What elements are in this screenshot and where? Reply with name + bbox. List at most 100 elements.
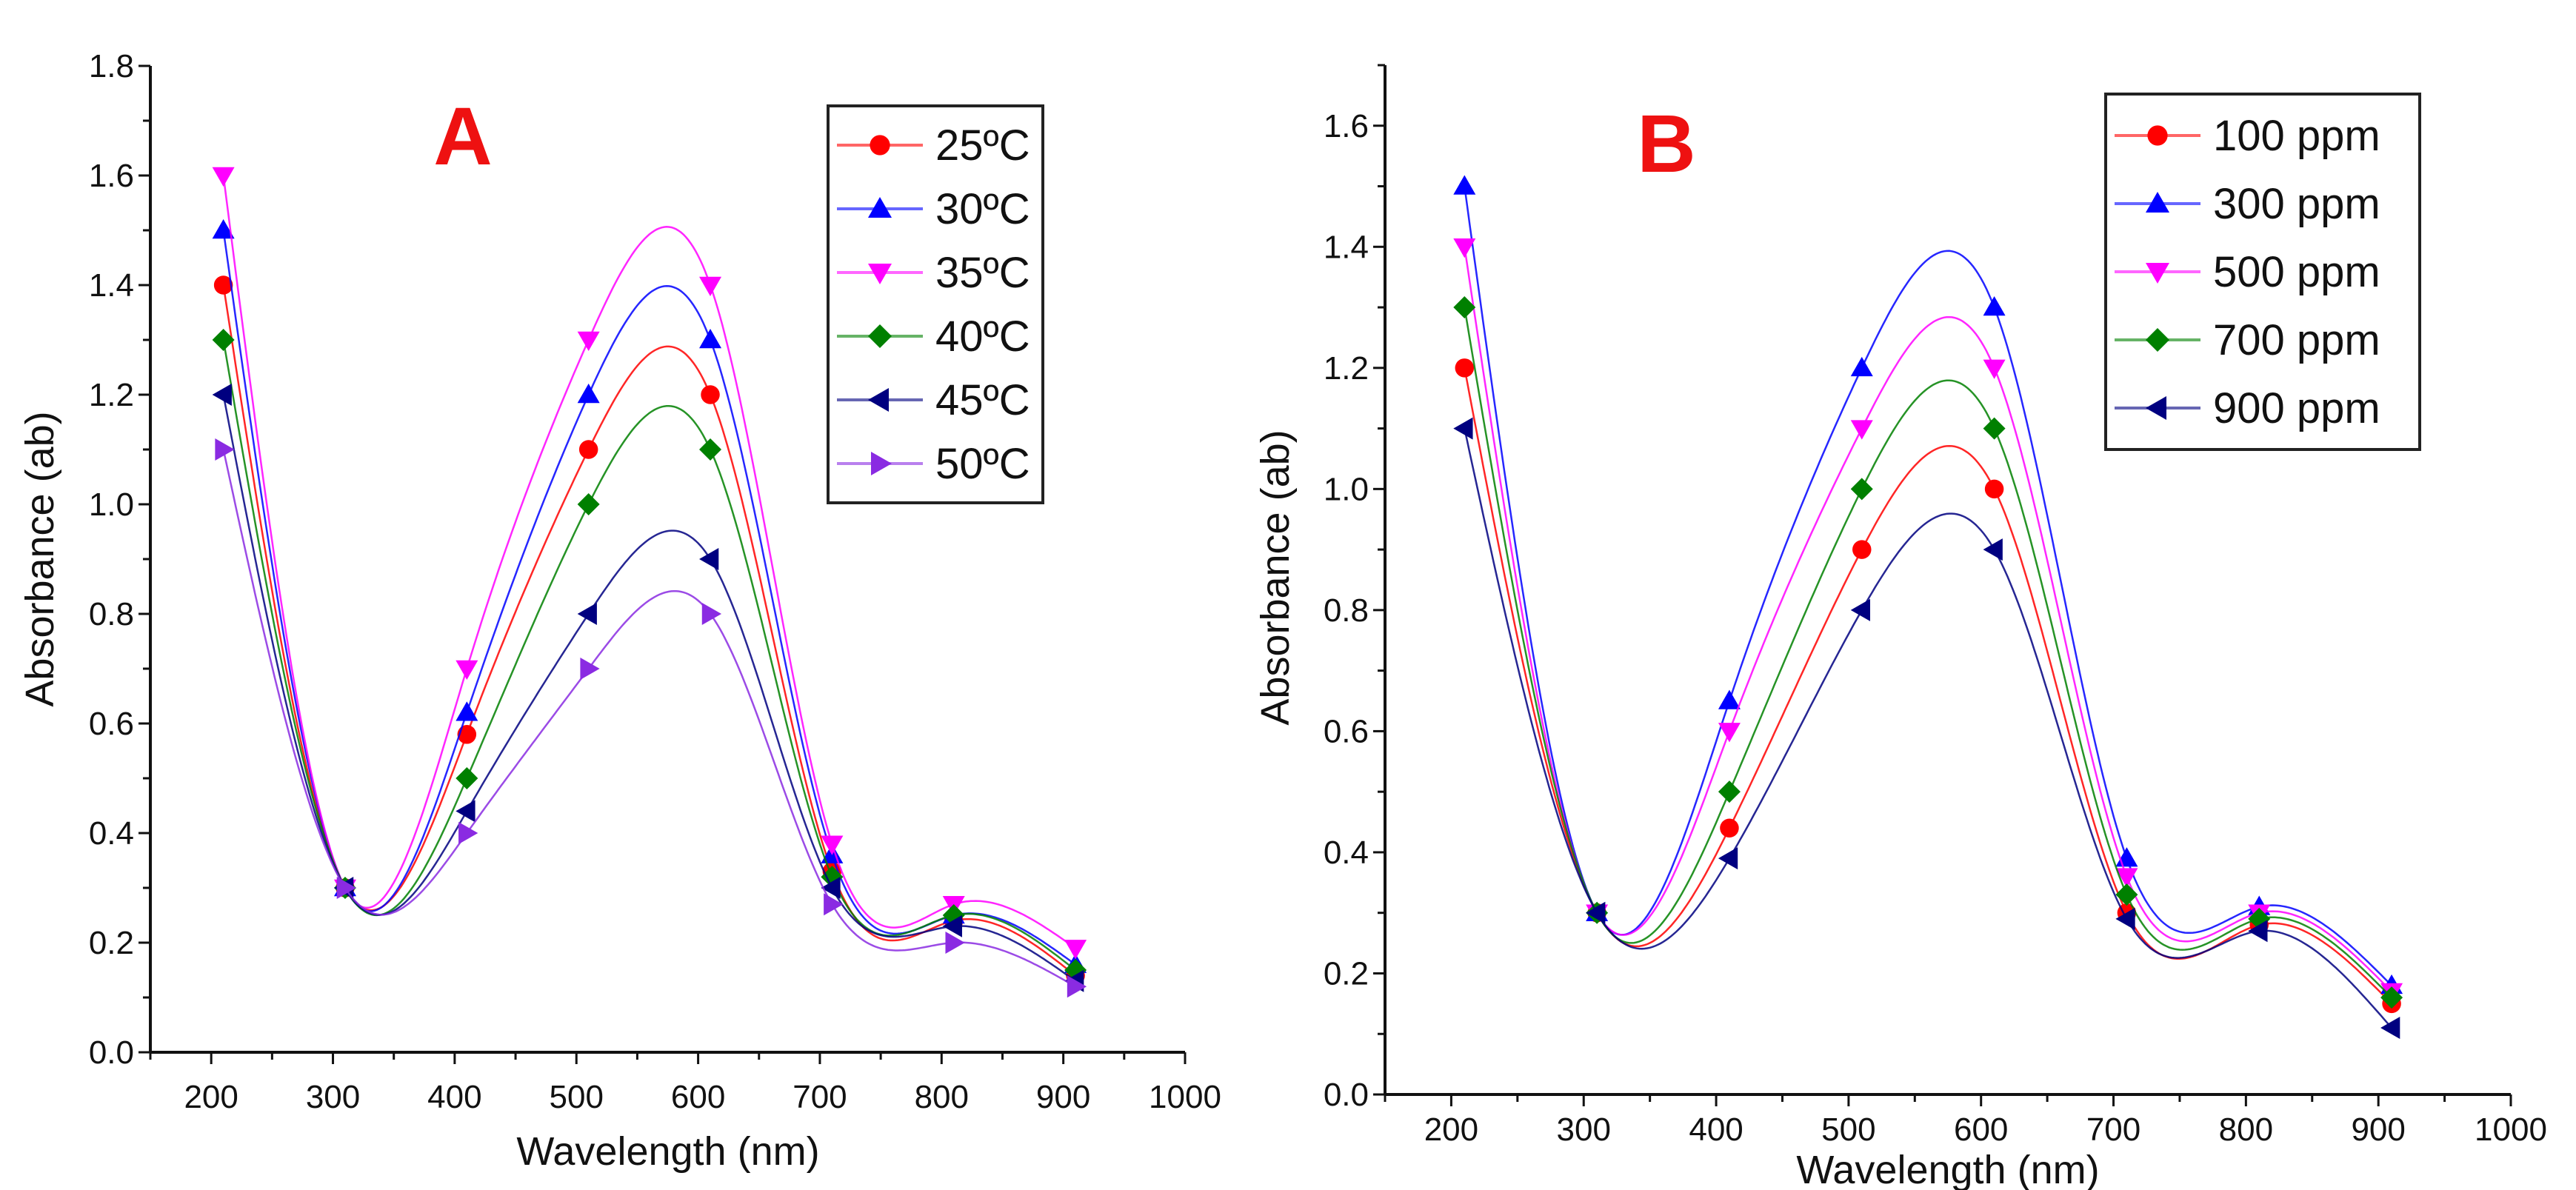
data-point — [1064, 940, 1087, 960]
legend-marker — [868, 197, 892, 218]
data-point — [458, 822, 478, 844]
data-point — [212, 329, 235, 351]
x-tick-label: 500 — [1821, 1112, 1875, 1148]
data-point — [1453, 175, 1476, 195]
data-point — [577, 493, 600, 515]
data-point — [1720, 818, 1739, 838]
data-point — [1983, 296, 2006, 316]
data-point — [2115, 907, 2135, 930]
data-point — [701, 385, 720, 404]
y-tick-label: 0.4 — [1324, 835, 1369, 871]
legend-label: 100 ppm — [2213, 112, 2380, 160]
x-tick-label: 200 — [184, 1079, 238, 1115]
legend-marker — [2146, 328, 2169, 352]
series-line — [222, 449, 1076, 988]
legend-marker — [870, 135, 890, 156]
y-tick-label: 1.6 — [89, 158, 134, 194]
legend-marker — [868, 388, 889, 412]
legend-label: 50ºC — [935, 440, 1030, 488]
panel-a-x-axis-title: Wavelength (nm) — [516, 1129, 819, 1174]
legend-label: 25ºC — [935, 121, 1030, 170]
data-point — [1983, 538, 2003, 561]
data-point — [577, 331, 600, 351]
series-line — [222, 394, 1076, 982]
data-point — [1453, 296, 1476, 319]
legend: 25ºC 30ºC 35ºC 40ºC 45ºC 50ºC — [827, 104, 1044, 504]
data-point — [821, 835, 844, 855]
data-point — [580, 658, 600, 680]
legend-label: 700 ppm — [2213, 316, 2380, 364]
panel-b-x-axis-title: Wavelength (nm) — [1796, 1148, 2099, 1190]
panel-b-chart: B Wavelength (nm) Absorbance (ab) 200 300… — [1253, 64, 2547, 1190]
data-point — [1718, 723, 1741, 743]
data-point — [457, 725, 477, 744]
data-point — [699, 548, 719, 570]
panel-a-y-axis-title: Absorbance (ab) — [18, 411, 62, 706]
data-point — [336, 877, 356, 899]
legend-marker — [2147, 125, 2168, 146]
data-point — [699, 276, 722, 296]
legend-label: 40ºC — [935, 312, 1030, 361]
legend-label: 35ºC — [935, 249, 1030, 297]
y-tick-label: 1.2 — [89, 377, 134, 413]
y-tick-label: 1.4 — [1324, 229, 1369, 265]
data-point — [577, 603, 597, 625]
y-tick-label: 1.0 — [1324, 471, 1369, 507]
data-point — [212, 219, 235, 239]
y-tick-label: 0.2 — [89, 925, 134, 961]
x-tick-label: 500 — [550, 1079, 604, 1115]
legend-marker — [2146, 396, 2166, 420]
data-point — [577, 384, 600, 404]
data-point — [1455, 358, 1475, 378]
axes: 200 300 400 500 600 700 800 900 1000 0.0 0.2 0.4 0.6… — [89, 48, 1221, 1115]
y-tick-label: 0.0 — [89, 1034, 134, 1071]
legend-label: 300 ppm — [2213, 180, 2380, 228]
panel-a-chart: A Wavelength (nm) Absorbance (ab) 200 300… — [18, 48, 1221, 1174]
legend-marker — [868, 324, 892, 348]
series-4 — [1453, 417, 2400, 1040]
data-point — [212, 167, 235, 187]
y-tick-label: 1.6 — [1324, 108, 1369, 144]
data-point — [1718, 689, 1741, 709]
series-line — [1464, 428, 2393, 1029]
data-point — [1067, 975, 1087, 998]
data-point — [2115, 883, 2138, 906]
x-tick-label: 700 — [2086, 1112, 2140, 1148]
y-tick-label: 1.0 — [89, 487, 134, 523]
x-tick-label: 400 — [427, 1079, 481, 1115]
data-point — [215, 438, 235, 461]
data-point — [1850, 478, 1873, 501]
legend-marker — [2146, 263, 2169, 284]
data-point — [1718, 780, 1741, 803]
data-point — [456, 701, 478, 721]
data-point — [942, 915, 962, 937]
y-tick-label: 0.0 — [1324, 1077, 1369, 1113]
data-point — [1983, 417, 2006, 440]
series-line — [1464, 247, 2392, 992]
data-point — [2248, 920, 2268, 943]
x-tick-label: 900 — [1036, 1079, 1090, 1115]
y-tick-label: 1.8 — [89, 48, 134, 84]
data-point — [212, 384, 232, 406]
legend-label: 900 ppm — [2213, 384, 2380, 432]
legend-marker — [2146, 192, 2169, 213]
data-point — [1984, 479, 2004, 499]
y-tick-label: 1.4 — [89, 267, 134, 304]
data-point — [1453, 417, 1473, 440]
data-point — [456, 767, 478, 789]
x-tick-label: 400 — [1689, 1112, 1743, 1148]
data-point — [2380, 1017, 2400, 1040]
axes: 200 300 400 500 600 700 800 900 1000 0.0 0.2 0.4 0.6… — [1324, 64, 2547, 1148]
panel-b-label: B — [1637, 98, 1695, 190]
x-tick-label: 1000 — [1149, 1079, 1221, 1115]
panel-b-y-axis-title: Absorbance (ab) — [1253, 429, 1298, 725]
data-point — [2115, 868, 2138, 888]
y-tick-label: 0.2 — [1324, 955, 1369, 992]
data-point — [1718, 847, 1738, 870]
x-tick-label: 200 — [1424, 1112, 1478, 1148]
legend-label: 45ºC — [935, 376, 1030, 424]
data-point — [1850, 598, 1871, 621]
legend: 100 ppm 300 ppm 500 ppm 700 ppm 900 ppm — [2104, 93, 2421, 451]
data-point — [701, 603, 722, 625]
